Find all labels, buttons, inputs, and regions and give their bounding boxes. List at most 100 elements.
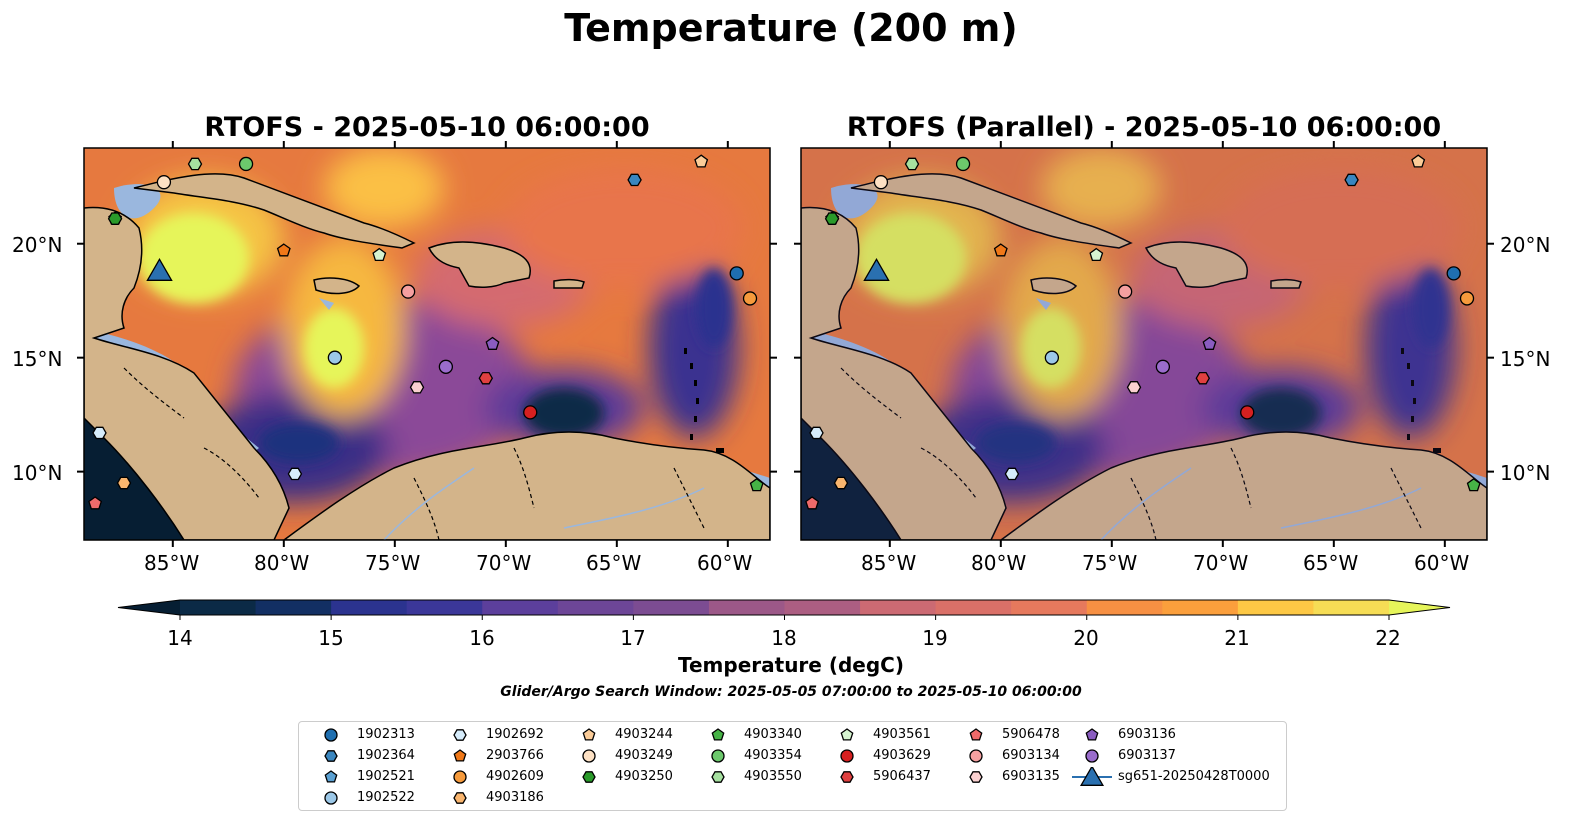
float-marker-6903134 (1117, 284, 1133, 299)
legend-marker (1079, 767, 1105, 786)
legend-label: 1902364 (357, 748, 415, 763)
legend-marker (453, 729, 467, 741)
right-map-markers (805, 154, 1481, 510)
colorbar-tick-label: 22 (1375, 626, 1401, 650)
float-marker-4903186 (116, 476, 132, 490)
legend-marker (711, 728, 725, 741)
left-map (83, 147, 771, 541)
legend-label: 6903134 (1002, 748, 1060, 763)
colorbar-segment (1086, 600, 1163, 615)
lon-tick-label: 60°W (1414, 551, 1470, 575)
pentagon-icon (840, 728, 854, 741)
legend-label: sg651-20250428T0000 (1118, 769, 1270, 784)
float-marker-1902313 (1446, 266, 1461, 281)
float-marker-sg651-20250428T0000 (146, 257, 173, 281)
legend-marker (324, 770, 338, 783)
legend-label: 1902692 (486, 727, 544, 742)
colorbar-segment (180, 600, 257, 615)
legend-label: 1902522 (357, 790, 415, 805)
float-marker-4903340 (749, 477, 764, 492)
float-marker-6903137 (1155, 359, 1171, 374)
hexagon-icon (324, 750, 338, 762)
lon-tick-label: 65°W (586, 551, 642, 575)
float-marker-1902692 (92, 426, 107, 440)
legend-marker (453, 749, 467, 762)
lon-tick-label: 70°W (476, 551, 532, 575)
float-marker-4903354 (238, 156, 254, 172)
circle-icon (324, 728, 338, 742)
colorbar-segment (1162, 600, 1239, 615)
float-marker-6903135 (409, 381, 425, 394)
colorbar-segment (255, 600, 332, 615)
colorbar-segment (1011, 600, 1088, 615)
legend-marker (324, 750, 338, 762)
legend-label: 5906478 (1002, 727, 1060, 742)
hexagon-icon (711, 771, 725, 783)
colorbar-segment (331, 600, 408, 615)
pentagon-icon (453, 749, 467, 762)
float-marker-5906478 (88, 496, 103, 510)
legend-marker (582, 728, 596, 741)
lon-tick-label: 80°W (254, 551, 310, 575)
hexagon-icon (840, 771, 854, 783)
colorbar-tick-label: 15 (318, 626, 344, 650)
pentagon-icon (969, 728, 983, 741)
legend-label: 2903766 (486, 748, 544, 763)
hexagon-icon (453, 792, 467, 804)
legend-label: 4902609 (486, 769, 544, 784)
lon-tick-label: 70°W (1193, 551, 1249, 575)
search-window-text: Glider/Argo Search Window: 2025-05-05 07… (500, 684, 1082, 700)
legend-marker (1085, 749, 1099, 763)
legend-label: 5906437 (873, 769, 931, 784)
legend-marker (324, 728, 338, 742)
colorbar-segment (784, 600, 861, 615)
legend-marker (969, 728, 983, 741)
legend-label: 1902521 (357, 769, 415, 784)
colorbar-tick-label: 19 (922, 626, 948, 650)
float-marker-6903136 (485, 336, 500, 350)
legend-label: 4903354 (744, 748, 802, 763)
legend-label: 4903561 (873, 727, 931, 742)
legend: 1902313 1902364 1902521 1902522 1902692 29037… (298, 721, 1287, 811)
float-marker-4903186 (833, 476, 849, 490)
float-marker-4903561 (372, 247, 387, 262)
legend-marker (582, 749, 596, 763)
legend-label: 4903249 (615, 748, 673, 763)
figure-title: Temperature (200 m) (564, 6, 1018, 50)
lon-tick-label: 85°W (861, 551, 917, 575)
circle-icon (1085, 749, 1099, 763)
float-marker-4903354 (955, 156, 971, 172)
colorbar-tick-label: 14 (167, 626, 193, 650)
lat-tick-label: 20°N (12, 233, 63, 257)
float-marker-4903244 (694, 154, 709, 168)
float-marker-4903629 (523, 405, 538, 420)
float-marker-6903134 (400, 284, 416, 299)
colorbar-segment (557, 600, 634, 615)
lon-tick-label: 65°W (1303, 551, 1359, 575)
float-marker-1902692 (287, 467, 303, 481)
right-map (800, 147, 1488, 541)
pentagon-icon (324, 770, 338, 783)
lon-tick-label: 85°W (144, 551, 200, 575)
legend-marker (711, 771, 725, 783)
colorbar-segment (935, 600, 1012, 615)
float-marker-4903244 (1411, 154, 1426, 168)
hexagon-icon (969, 771, 983, 783)
float-marker-6903137 (438, 359, 454, 374)
float-marker-4903340 (1466, 477, 1481, 492)
float-marker-5906478 (805, 496, 820, 510)
float-marker-4903629 (1240, 405, 1255, 420)
colorbar-tick-label: 17 (620, 626, 646, 650)
triangle-icon (1072, 767, 1112, 786)
float-marker-4903250 (824, 212, 840, 225)
map-ticks (77, 141, 1494, 547)
hexagon-icon (453, 729, 467, 741)
colorbar-segment (1313, 600, 1390, 615)
colorbar-segment (708, 600, 786, 615)
colorbar-under-arrow (118, 600, 180, 615)
colorbar-segment (860, 600, 937, 615)
legend-label: 4903250 (615, 769, 673, 784)
colorbar-label: Temperature (degC) (678, 653, 904, 677)
float-marker-4903561 (1089, 247, 1104, 262)
lon-tick-label: 60°W (697, 551, 753, 575)
